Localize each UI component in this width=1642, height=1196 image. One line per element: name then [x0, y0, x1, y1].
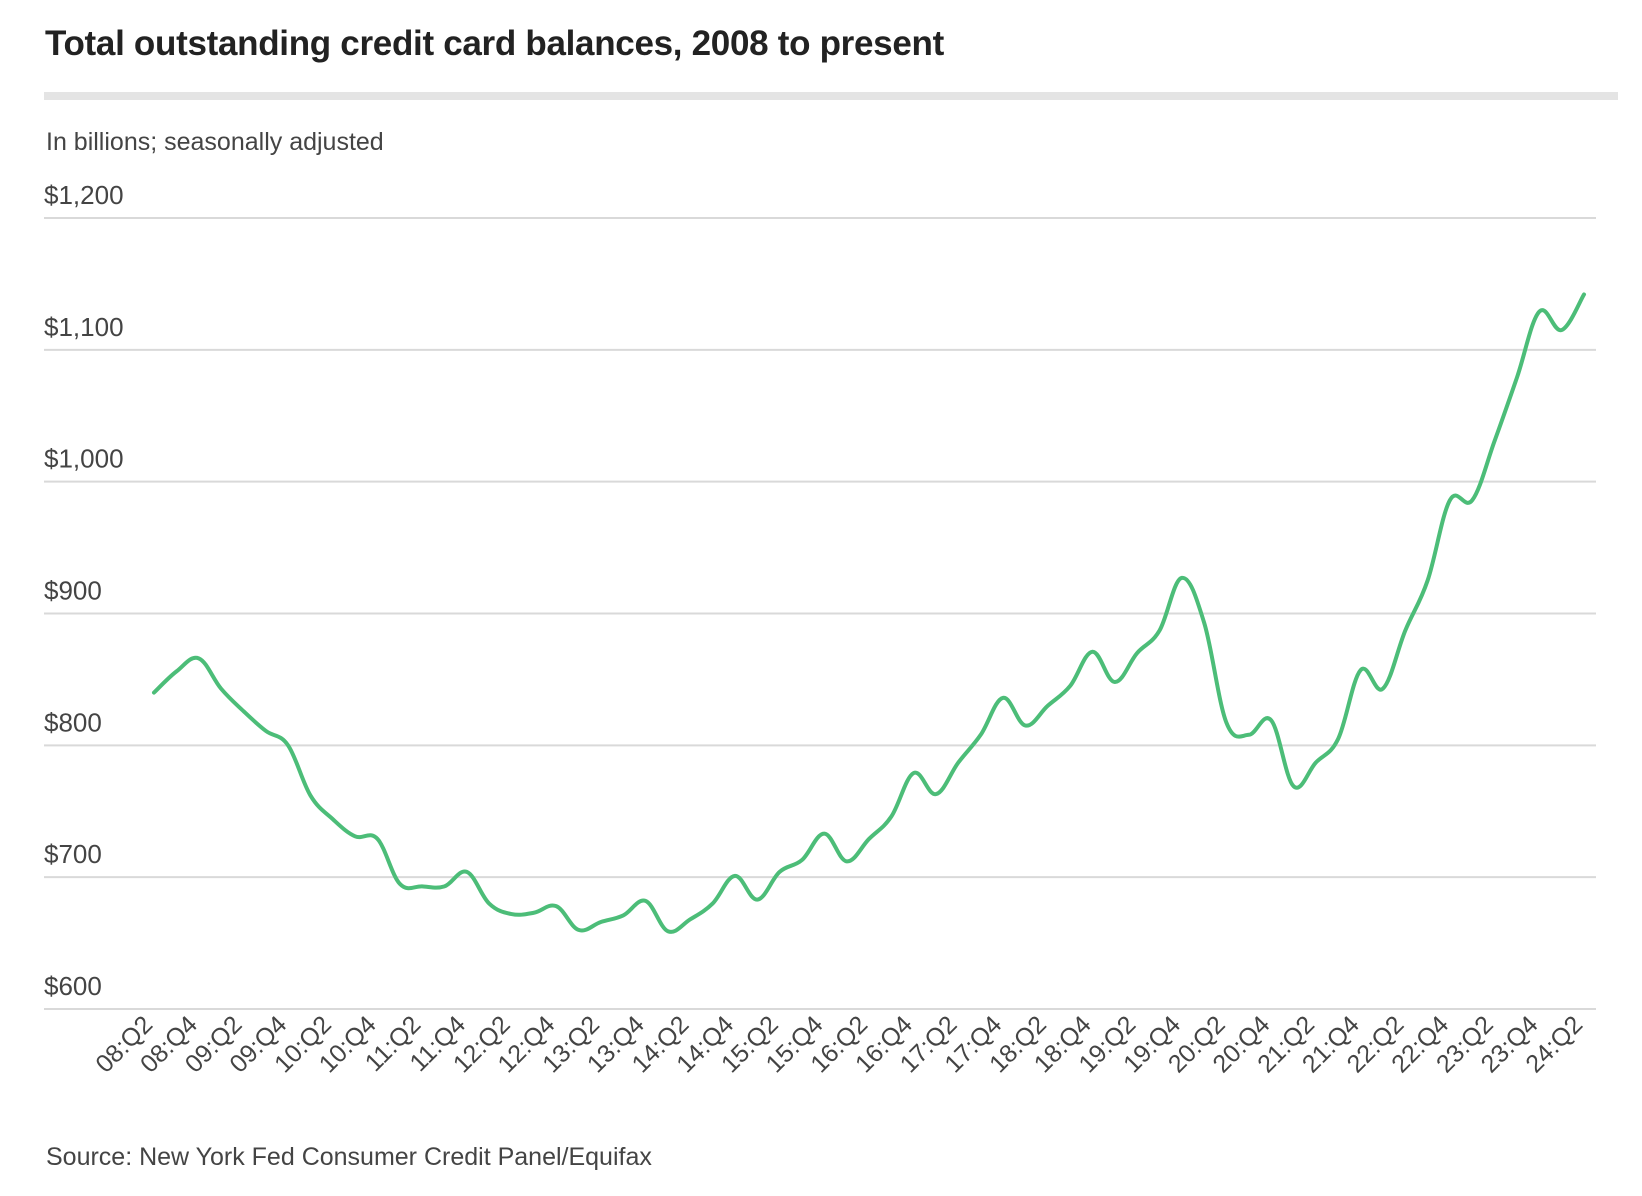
chart-subtitle: In billions; seasonally adjusted: [46, 128, 384, 156]
chart-source: Source: New York Fed Consumer Credit Pan…: [46, 1143, 652, 1171]
y-tick-label: $800: [44, 707, 102, 737]
y-tick-label: $900: [44, 576, 102, 606]
grid-lines: [44, 217, 1596, 1010]
y-tick-label: $1,000: [44, 444, 124, 474]
series-layer: [152, 292, 1586, 934]
y-tick-label: $700: [44, 839, 102, 869]
chart-title: Total outstanding credit card balances, …: [45, 24, 944, 63]
title-divider: [44, 92, 1618, 100]
x-axis-tick-labels: 08:Q208:Q409:Q209:Q410:Q210:Q411:Q211:Q4…: [90, 1010, 1588, 1078]
series-line-0: [152, 292, 1586, 934]
y-tick-label: $1,100: [44, 312, 124, 342]
y-tick-label: $600: [44, 971, 102, 1001]
y-axis-tick-labels: $600 $700 $800 $900 $1,000 $1,100 $1,200: [44, 180, 124, 1001]
y-tick-label: $1,200: [44, 180, 124, 210]
